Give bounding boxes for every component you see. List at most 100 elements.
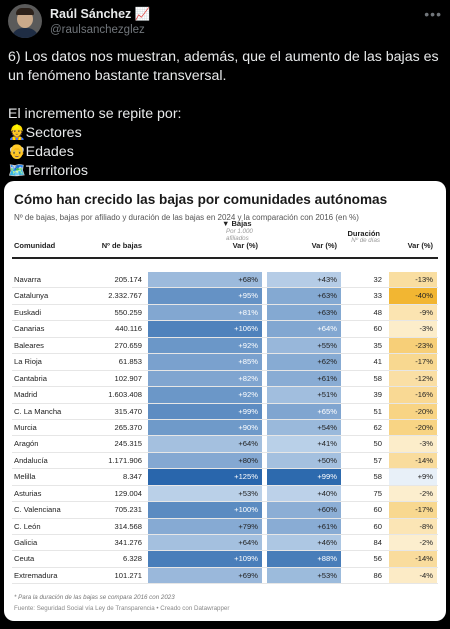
- cell-var-1: +125%: [148, 469, 262, 485]
- cell-comunidad: Melilla: [14, 472, 36, 482]
- cell-n-bajas: 314.568: [114, 521, 142, 531]
- attached-image-table[interactable]: Cómo han crecido las bajas por comunidad…: [4, 181, 446, 621]
- construction-worker-icon: 👷: [8, 125, 26, 141]
- cell-duracion: 62: [373, 422, 382, 432]
- table-source: Fuente: Seguridad Social vía Ley de Tran…: [14, 605, 230, 612]
- cell-var-2: +60%: [267, 502, 341, 518]
- cell-var-2: +46%: [267, 535, 341, 551]
- cell-var-2: +54%: [267, 419, 341, 436]
- cell-duracion: 32: [373, 275, 382, 284]
- cell-comunidad: C. La Mancha: [14, 406, 62, 416]
- cell-n-bajas: 270.659: [114, 340, 142, 350]
- cell-var-1: +68%: [148, 272, 262, 288]
- cell-comunidad: Euskadi: [14, 307, 42, 317]
- cell-comunidad: Andalucía: [14, 455, 48, 465]
- cell-var-1: +109%: [148, 551, 262, 567]
- cell-var-2: +55%: [267, 337, 341, 354]
- cell-duracion: 51: [373, 406, 382, 416]
- cell-comunidad: Ceuta: [14, 554, 35, 564]
- cell-n-bajas: 6.328: [122, 554, 142, 564]
- cell-n-bajas: 102.907: [114, 373, 142, 383]
- cell-var-1: +81%: [148, 304, 262, 321]
- cell-comunidad: Aragón: [14, 439, 39, 449]
- cell-duracion: 58: [373, 373, 382, 383]
- cell-duracion: 56: [373, 554, 382, 564]
- older-man-icon: 👴: [8, 144, 26, 160]
- cell-comunidad: Galicia: [14, 538, 38, 547]
- cell-n-bajas: 550.259: [114, 307, 142, 317]
- cell-n-bajas: 61.853: [118, 357, 142, 367]
- cell-var-2: +88%: [267, 551, 341, 567]
- cell-var-1: +92%: [148, 337, 262, 354]
- cell-var-2: +99%: [267, 469, 341, 485]
- cell-n-bajas: 705.231: [114, 505, 142, 515]
- cell-n-bajas: 341.276: [114, 538, 142, 547]
- cell-comunidad: Catalunya: [14, 291, 49, 301]
- cell-var-2: +65%: [267, 403, 341, 419]
- tweet-list-item: 👴Edades: [8, 143, 442, 162]
- cell-n-bajas: 2.332.767: [108, 291, 142, 301]
- author-name-text: Raúl Sánchez: [50, 7, 132, 21]
- cell-var-3: -14%: [389, 452, 437, 469]
- cell-var-2: +61%: [267, 518, 341, 534]
- more-dots-icon[interactable]: •••: [424, 6, 442, 22]
- cell-n-bajas: 245.315: [114, 439, 142, 449]
- author-handle[interactable]: @raulsanchezglez: [50, 24, 145, 36]
- cell-duracion: 57: [373, 455, 382, 465]
- table-subtitle: Nº de bajas, bajas por afiliado y duraci…: [14, 213, 359, 222]
- cell-comunidad: Cantabria: [14, 373, 47, 383]
- cell-var-2: +51%: [267, 387, 341, 403]
- avatar[interactable]: [8, 4, 42, 38]
- cell-comunidad: Canarias: [14, 324, 45, 334]
- table-header: Comunidad Nº de bajas Var (%) ▼ Bajas Po…: [12, 219, 438, 257]
- cell-duracion: 50: [373, 439, 382, 449]
- chart-increasing-icon: 📈: [134, 7, 151, 21]
- cell-comunidad: C. Valenciana: [14, 505, 61, 515]
- table-title: Cómo han crecido las bajas por comunidad…: [14, 192, 388, 207]
- cell-var-2: +63%: [267, 304, 341, 321]
- cell-var-1: +99%: [148, 403, 262, 419]
- cell-var-2: +40%: [267, 485, 341, 502]
- cell-var-1: +100%: [148, 502, 262, 518]
- cell-var-3: -17%: [389, 502, 437, 518]
- cell-duracion: 60: [373, 521, 382, 531]
- cell-var-2: +50%: [267, 452, 341, 469]
- header-var-2: Var (%): [311, 241, 337, 250]
- cell-n-bajas: 101.271: [114, 570, 142, 580]
- cell-var-2: +61%: [267, 370, 341, 387]
- cell-comunidad: Madrid: [14, 390, 38, 400]
- header-var-3: Var (%): [407, 241, 433, 250]
- cell-n-bajas: 129.004: [114, 488, 142, 498]
- table-footnote: * Para la duración de las bajas se compa…: [14, 594, 175, 601]
- cell-var-3: -40%: [389, 288, 437, 304]
- cell-var-3: -17%: [389, 354, 437, 370]
- cell-var-3: -13%: [389, 272, 437, 288]
- author-name[interactable]: Raúl Sánchez 📈: [50, 7, 150, 22]
- cell-n-bajas: 315.470: [114, 406, 142, 416]
- cell-n-bajas: 205.174: [114, 275, 142, 284]
- cell-var-3: -14%: [389, 551, 437, 567]
- cell-duracion: 60: [373, 505, 382, 515]
- cell-n-bajas: 440.116: [115, 324, 142, 334]
- cell-var-1: +95%: [148, 288, 262, 304]
- cell-comunidad: La Rioja: [14, 357, 42, 367]
- cell-var-1: +64%: [148, 535, 262, 551]
- cell-duracion: 41: [373, 357, 382, 367]
- cell-var-2: +64%: [267, 321, 341, 337]
- cell-var-2: +63%: [267, 288, 341, 304]
- header-comunidad: Comunidad: [14, 241, 56, 250]
- table-body: Navarra205.174+68%664+43%32-13%Catalunya…: [12, 272, 438, 585]
- tweet-paragraph-2: El incremento se repite por:: [8, 106, 182, 122]
